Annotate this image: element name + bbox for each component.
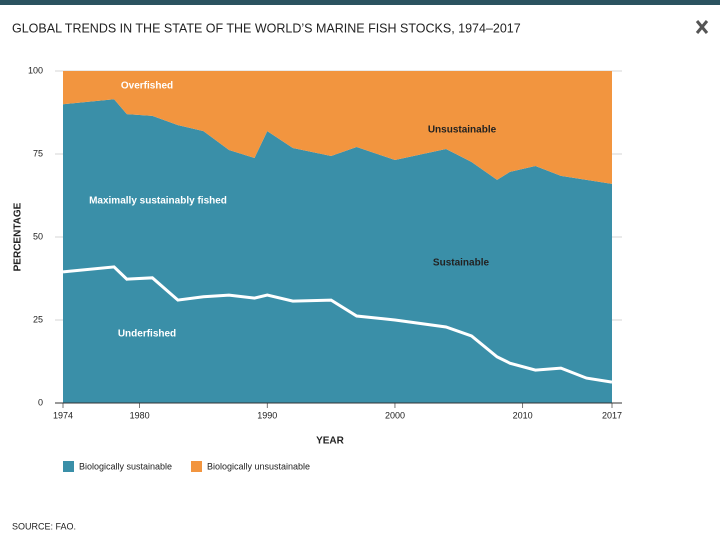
x-tick-label: 1980 <box>130 410 150 420</box>
x-tick-label: 2010 <box>513 410 533 420</box>
close-icon[interactable] <box>695 20 709 34</box>
legend-label: Biologically unsustainable <box>207 461 310 471</box>
legend-swatch <box>63 461 74 472</box>
y-tick-label: 0 <box>38 397 43 407</box>
annotation: Unsustainable <box>428 125 497 136</box>
annotation: Overfished <box>121 81 173 92</box>
legend-swatch <box>191 461 202 472</box>
close-button[interactable] <box>695 20 709 34</box>
annotation: Sustainable <box>433 258 490 269</box>
annotation: Underfished <box>118 329 176 340</box>
y-tick-label: 75 <box>33 148 43 158</box>
x-tick-label: 1990 <box>257 410 277 420</box>
underfished-line <box>62 265 613 384</box>
x-tick-label: 1974 <box>53 410 73 420</box>
source: SOURCE: FAO. <box>12 521 76 531</box>
y-tick-label: 50 <box>33 231 43 241</box>
annotation: Maximally sustainably fished <box>89 196 227 207</box>
x-axis-label: YEAR <box>316 436 345 447</box>
y-tick-label: 25 <box>33 314 43 324</box>
x-tick-label: 2000 <box>385 410 405 420</box>
chart-title: GLOBAL TRENDS IN THE STATE OF THE WORLD’… <box>12 21 521 35</box>
x-tick-label: 2017 <box>602 410 622 420</box>
area <box>63 99 612 403</box>
area <box>63 71 612 184</box>
y-tick-label: 100 <box>28 65 43 75</box>
legend-label: Biologically sustainable <box>79 461 172 471</box>
y-axis-label: PERCENTAGE <box>13 202 24 271</box>
top-strip <box>0 0 720 5</box>
